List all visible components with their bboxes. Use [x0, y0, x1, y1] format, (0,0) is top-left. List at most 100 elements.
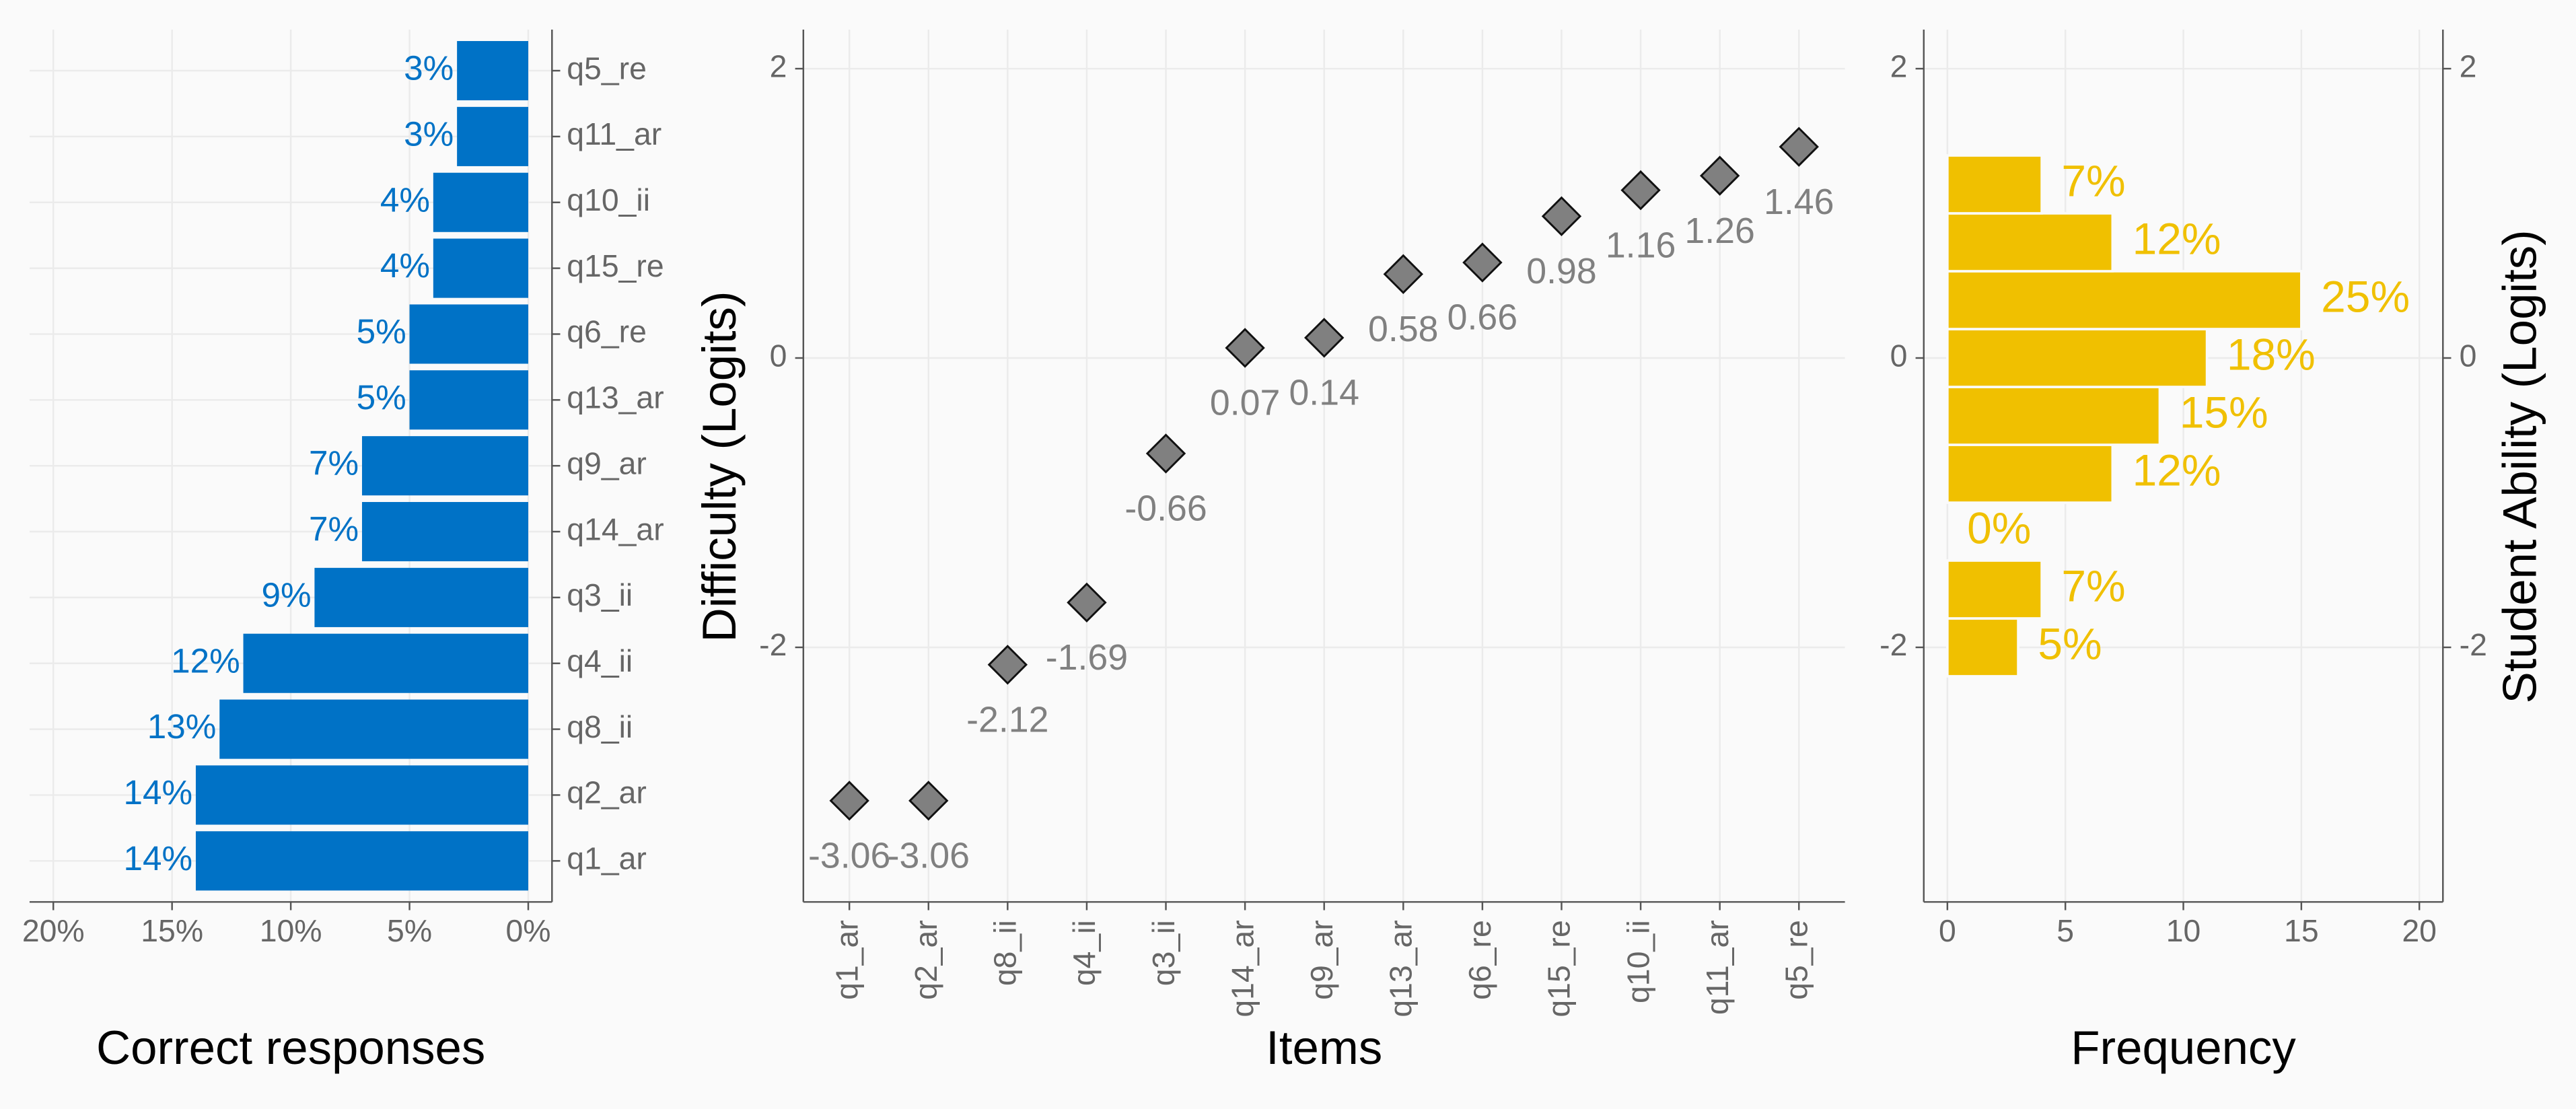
data-label: 9% [261, 575, 311, 614]
bar [361, 436, 528, 496]
data-label: 12% [2133, 445, 2221, 495]
y-tick-label: q10_ii [567, 182, 650, 217]
data-label: 7% [2061, 155, 2125, 205]
bar [1946, 617, 2019, 678]
data-label: 0.58 [1368, 309, 1439, 349]
data-label: 13% [147, 707, 217, 746]
data-label: 7% [309, 444, 359, 482]
data-label: 7% [309, 510, 359, 548]
data-label: 15% [2180, 387, 2268, 437]
x-axis-title: Frequency [2071, 1022, 2296, 1075]
point [1779, 127, 1819, 167]
y-tick-label: q11_ar [567, 116, 661, 151]
point [1620, 170, 1661, 211]
data-label: 14% [124, 773, 193, 812]
y-tick-label: q14_ar [567, 511, 664, 546]
y-tick-label: q2_ar [567, 775, 647, 810]
data-label: 1.16 [1606, 225, 1676, 265]
data-label: -2.12 [966, 699, 1048, 740]
x-tick-label: q4_ii [1067, 920, 1102, 986]
bar [361, 501, 528, 562]
data-label: 0.98 [1526, 251, 1597, 291]
data-label: 3% [404, 49, 454, 87]
data-label: 4% [380, 180, 430, 219]
y-tick-label: 0 [1890, 338, 1908, 373]
bar [433, 238, 528, 298]
x-tick-label: q14_ar [1225, 920, 1260, 1017]
x-tick-label: q8_ii [988, 920, 1023, 986]
y-axis-title: Student Ability (Logits) [2494, 229, 2547, 703]
point [1225, 328, 1265, 368]
x-axis-title: Correct responses [96, 1022, 485, 1075]
data-label: -3.06 [888, 835, 970, 875]
x-tick-label: 10% [260, 913, 322, 948]
data-label: 3% [404, 114, 454, 153]
y-tick-label: 2 [1890, 48, 1908, 83]
x-tick-label: q6_re [1462, 920, 1497, 1000]
data-label: 4% [380, 246, 430, 285]
x-tick-label: 0% [505, 913, 550, 948]
y-tick-label: q4_ii [567, 643, 633, 678]
point [908, 781, 949, 821]
y-tick-label: q9_ar [567, 445, 647, 480]
bar [409, 370, 528, 430]
bar [219, 699, 528, 759]
point [1383, 254, 1423, 295]
point [829, 781, 869, 821]
y-tick-label: q1_ar [567, 841, 647, 876]
x-tick-label: 20 [2402, 913, 2437, 948]
bar [1946, 212, 2114, 273]
x-tick-label: q3_ii [1146, 920, 1181, 986]
x-tick-label: 20% [22, 913, 85, 948]
bar [243, 633, 528, 693]
y-tick-label: q13_ar [567, 380, 664, 415]
x-tick-label: q2_ar [908, 920, 943, 1000]
data-label: 1.46 [1764, 182, 1834, 222]
x-tick-label: q13_ar [1384, 920, 1419, 1017]
data-label: 0.07 [1210, 383, 1280, 423]
data-label: 12% [2133, 213, 2221, 263]
bar [1946, 559, 2043, 620]
data-label: 14% [124, 839, 193, 878]
y-tick-label: q3_ii [567, 577, 633, 612]
bar [457, 40, 528, 101]
data-label: 12% [171, 641, 240, 680]
bar [457, 106, 528, 166]
bar [1946, 154, 2043, 215]
y-tick-label: -2 [1880, 627, 1907, 662]
x-tick-label: q11_ar [1700, 920, 1735, 1015]
x-axis-title: Items [1266, 1022, 1382, 1075]
bar [195, 765, 528, 825]
point [1304, 318, 1345, 358]
data-label: 1.26 [1684, 211, 1755, 251]
point [1462, 242, 1503, 283]
y-tick-label: 0 [2460, 338, 2477, 373]
y-tick-label: q8_ii [567, 709, 633, 744]
x-tick-label: 15 [2284, 913, 2319, 948]
point [1541, 196, 1582, 237]
data-label: -3.06 [808, 835, 890, 875]
data-label: 5% [357, 378, 406, 417]
x-tick-label: 10 [2166, 913, 2201, 948]
data-label: 0.66 [1447, 297, 1517, 338]
x-tick-label: 0 [1939, 913, 1956, 948]
point [1699, 155, 1740, 196]
y-tick-label: q6_re [567, 314, 647, 349]
x-tick-label: 5% [387, 913, 432, 948]
y-tick-label: 2 [2460, 48, 2477, 83]
x-tick-label: q9_ar [1304, 920, 1339, 1000]
data-label: 5% [2038, 618, 2102, 668]
y-tick-label: q5_re [567, 50, 647, 85]
y-tick-label: -2 [2460, 627, 2487, 662]
data-label: 7% [2061, 561, 2125, 610]
x-tick-label: q15_re [1542, 920, 1577, 1017]
x-tick-label: q1_ar [829, 920, 864, 1000]
data-label: 0.14 [1289, 373, 1359, 413]
point [1067, 582, 1107, 623]
bar [195, 831, 528, 891]
x-tick-label: q10_ii [1620, 920, 1655, 1003]
y-axis-title: Difficulty (Logits) [693, 291, 746, 642]
bar [314, 567, 528, 627]
